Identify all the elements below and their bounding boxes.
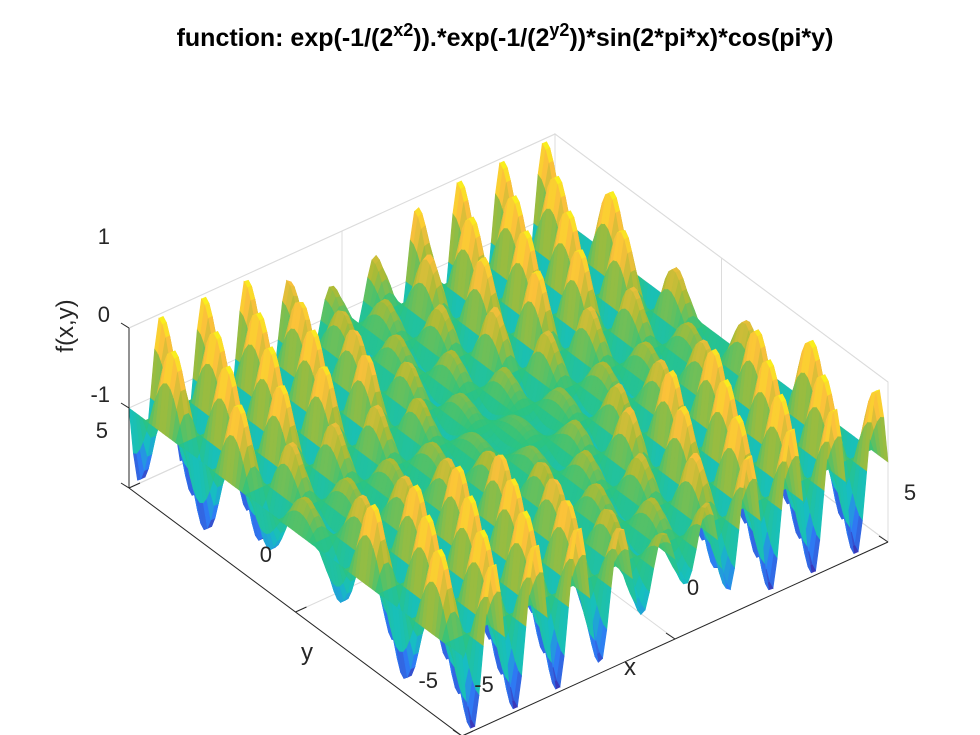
grid-line-z: [128, 133, 889, 383]
title-suffix: ))*sin(2*pi*x)*cos(pi*y): [569, 24, 833, 52]
title-superscript-x: x2: [393, 20, 413, 40]
title-prefix: function: exp(-1/(2: [177, 24, 394, 52]
chart-title: function: exp(-1/(2x2)).*exp(-1/(2y2))*s…: [177, 20, 834, 52]
surface-layer: [128, 141, 889, 729]
title-middle: )).*exp(-1/(2: [413, 24, 549, 52]
title-superscript-y: y2: [549, 20, 569, 40]
